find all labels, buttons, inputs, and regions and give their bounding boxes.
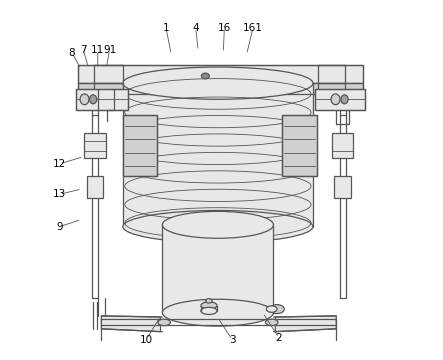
Ellipse shape [162,211,273,238]
Polygon shape [94,65,345,83]
Polygon shape [84,134,106,158]
Polygon shape [334,176,351,198]
Text: 8: 8 [69,48,75,58]
Ellipse shape [265,319,278,325]
Text: 10: 10 [140,334,153,345]
Polygon shape [275,316,336,332]
Ellipse shape [266,306,277,312]
Ellipse shape [123,67,313,99]
Polygon shape [123,83,313,226]
Polygon shape [319,65,363,83]
Text: 9: 9 [56,222,63,231]
Ellipse shape [202,73,209,79]
Polygon shape [123,116,157,176]
Ellipse shape [341,95,348,104]
Ellipse shape [201,307,217,315]
Polygon shape [315,89,365,110]
Text: 16: 16 [218,23,231,33]
Polygon shape [162,225,273,313]
Polygon shape [101,316,160,332]
Polygon shape [78,83,123,94]
Polygon shape [78,65,123,83]
Text: 12: 12 [53,159,66,169]
Text: 13: 13 [53,189,66,199]
Polygon shape [332,134,354,158]
Text: 7: 7 [80,45,87,55]
Polygon shape [283,116,317,176]
Ellipse shape [331,94,340,105]
Ellipse shape [158,319,171,325]
Ellipse shape [80,94,89,105]
Text: 3: 3 [229,334,236,345]
Ellipse shape [270,305,284,314]
Text: 2: 2 [276,333,282,343]
Text: 91: 91 [103,45,116,55]
Text: 161: 161 [243,23,263,33]
Polygon shape [76,89,128,110]
Ellipse shape [162,299,273,326]
Ellipse shape [89,95,97,104]
Polygon shape [94,83,345,94]
Ellipse shape [206,299,212,303]
Text: 4: 4 [192,23,199,33]
Ellipse shape [123,211,313,243]
Text: 11: 11 [91,45,105,55]
Polygon shape [87,176,103,198]
Ellipse shape [201,302,217,309]
Text: 1: 1 [163,23,169,33]
Polygon shape [319,83,363,94]
